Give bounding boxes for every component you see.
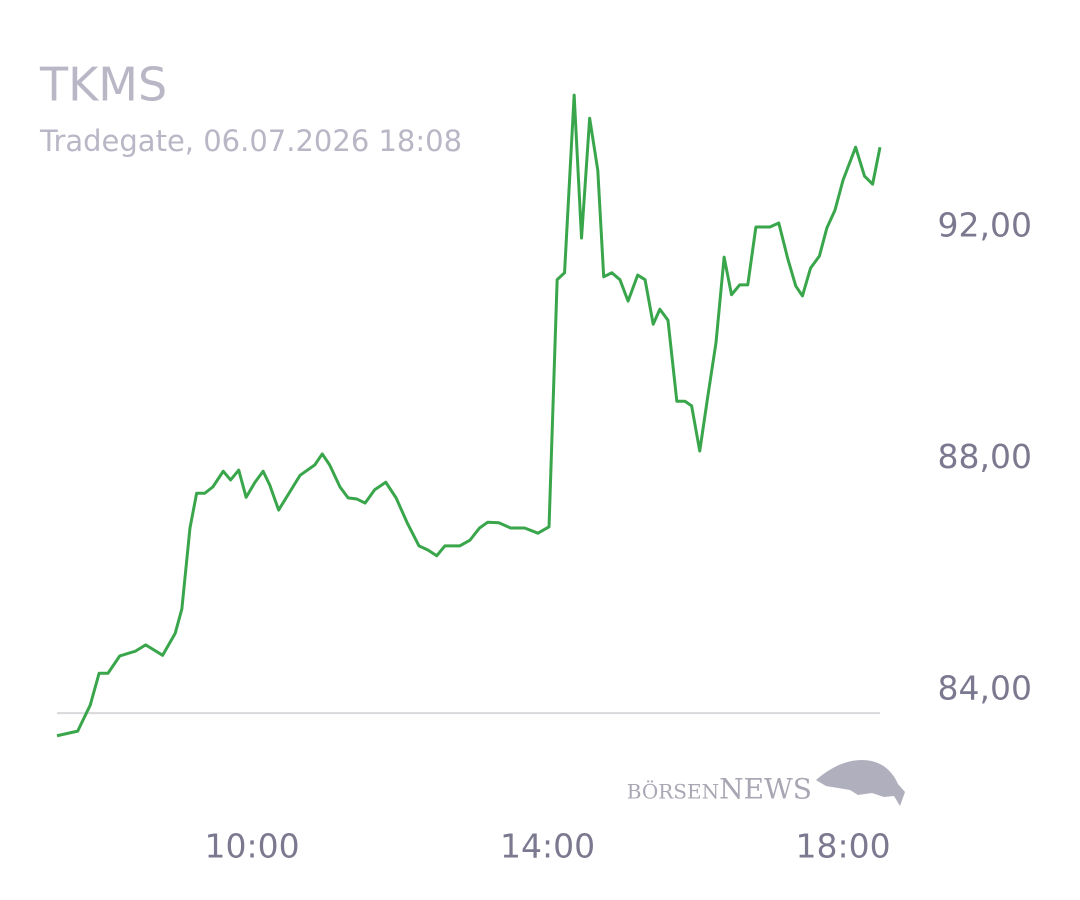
y-tick-label: 92,00 bbox=[938, 206, 1032, 245]
price-line bbox=[56, 93, 882, 738]
y-tick-label: 88,00 bbox=[938, 437, 1032, 476]
x-tick-label: 14:00 bbox=[500, 827, 595, 866]
watermark-bull bbox=[816, 760, 905, 806]
chart-title: TKMS bbox=[39, 58, 167, 112]
y-tick-label: 84,00 bbox=[938, 669, 1032, 708]
x-tick-label: 18:00 bbox=[796, 827, 891, 866]
x-tick-label: 10:00 bbox=[204, 827, 299, 866]
watermark: börsenNEWS bbox=[627, 773, 812, 806]
chart-subtitle: Tradegate, 06.07.2026 18:08 bbox=[39, 124, 462, 158]
